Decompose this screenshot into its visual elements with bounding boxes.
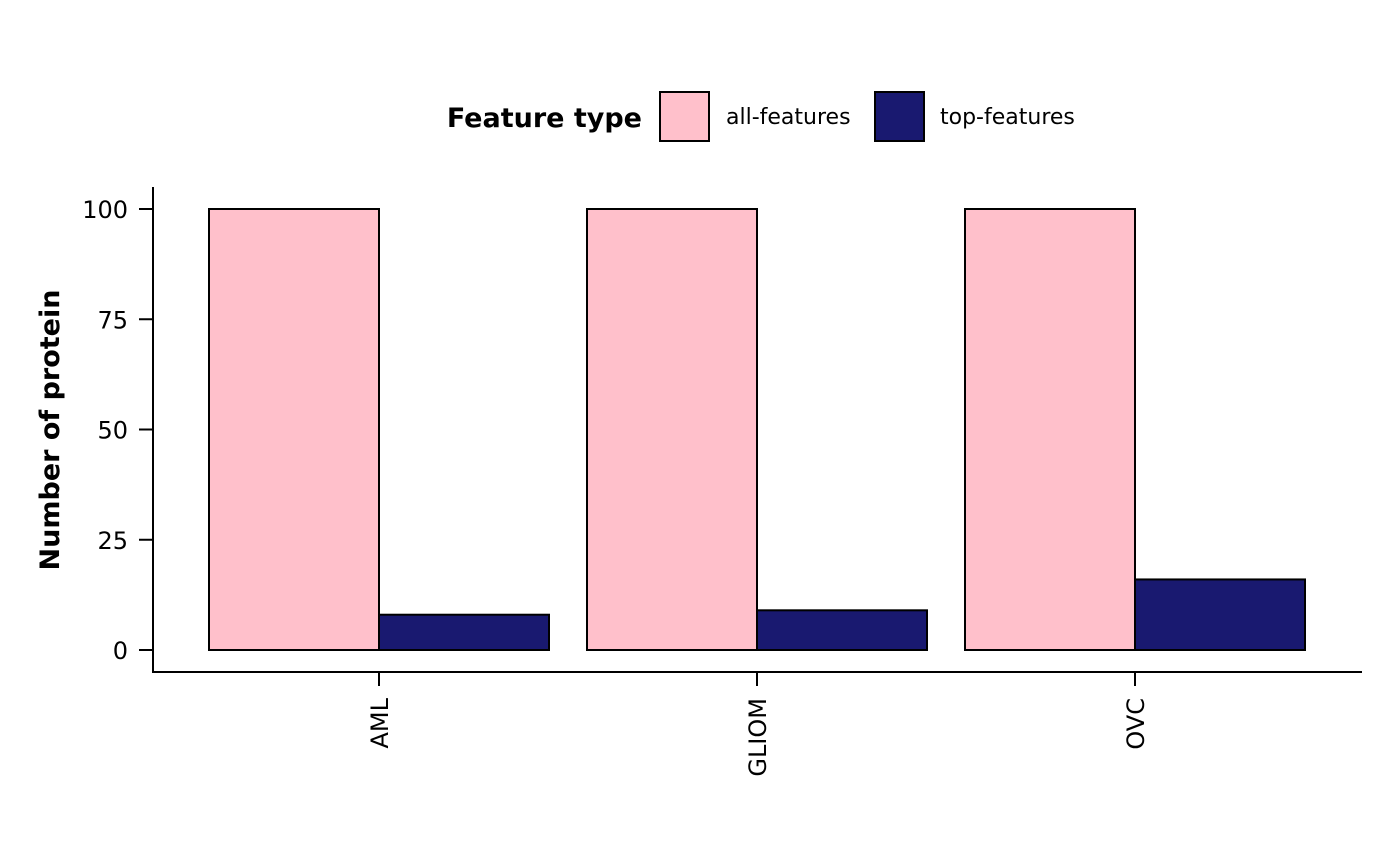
- x-ticks: AML GLIOM OVC: [366, 672, 1150, 777]
- bars: [208, 208, 1306, 651]
- bar-ovc-top-features: [1134, 578, 1306, 651]
- y-tick-label-0: 0: [113, 637, 128, 665]
- legend-title: Feature type: [447, 103, 642, 134]
- y-tick-label-75: 75: [97, 306, 128, 334]
- x-tick-label-aml: AML: [366, 697, 394, 748]
- legend-label-all-features: all-features: [726, 105, 851, 130]
- bar-gliom-all-features: [586, 208, 758, 651]
- bar-aml-all-features: [208, 208, 380, 651]
- bar-aml-top-features: [378, 613, 550, 651]
- y-tick-label-50: 50: [97, 417, 128, 445]
- bar-gliom-top-features: [756, 609, 928, 651]
- y-ticks: 0 25 50 75 100: [82, 196, 153, 665]
- legend-swatch-all-features: [659, 91, 710, 142]
- y-axis-title: Number of protein: [35, 290, 66, 571]
- x-tick-label-gliom: GLIOM: [744, 698, 772, 777]
- bar-ovc-all-features: [964, 208, 1136, 651]
- x-tick-label-ovc: OVC: [1122, 698, 1150, 750]
- legend-swatch-top-features: [874, 91, 925, 142]
- y-tick-label-25: 25: [97, 527, 128, 555]
- legend-label-top-features: top-features: [940, 105, 1075, 130]
- legend: Feature type all-features top-features: [447, 91, 1075, 142]
- y-tick-label-100: 100: [82, 196, 128, 224]
